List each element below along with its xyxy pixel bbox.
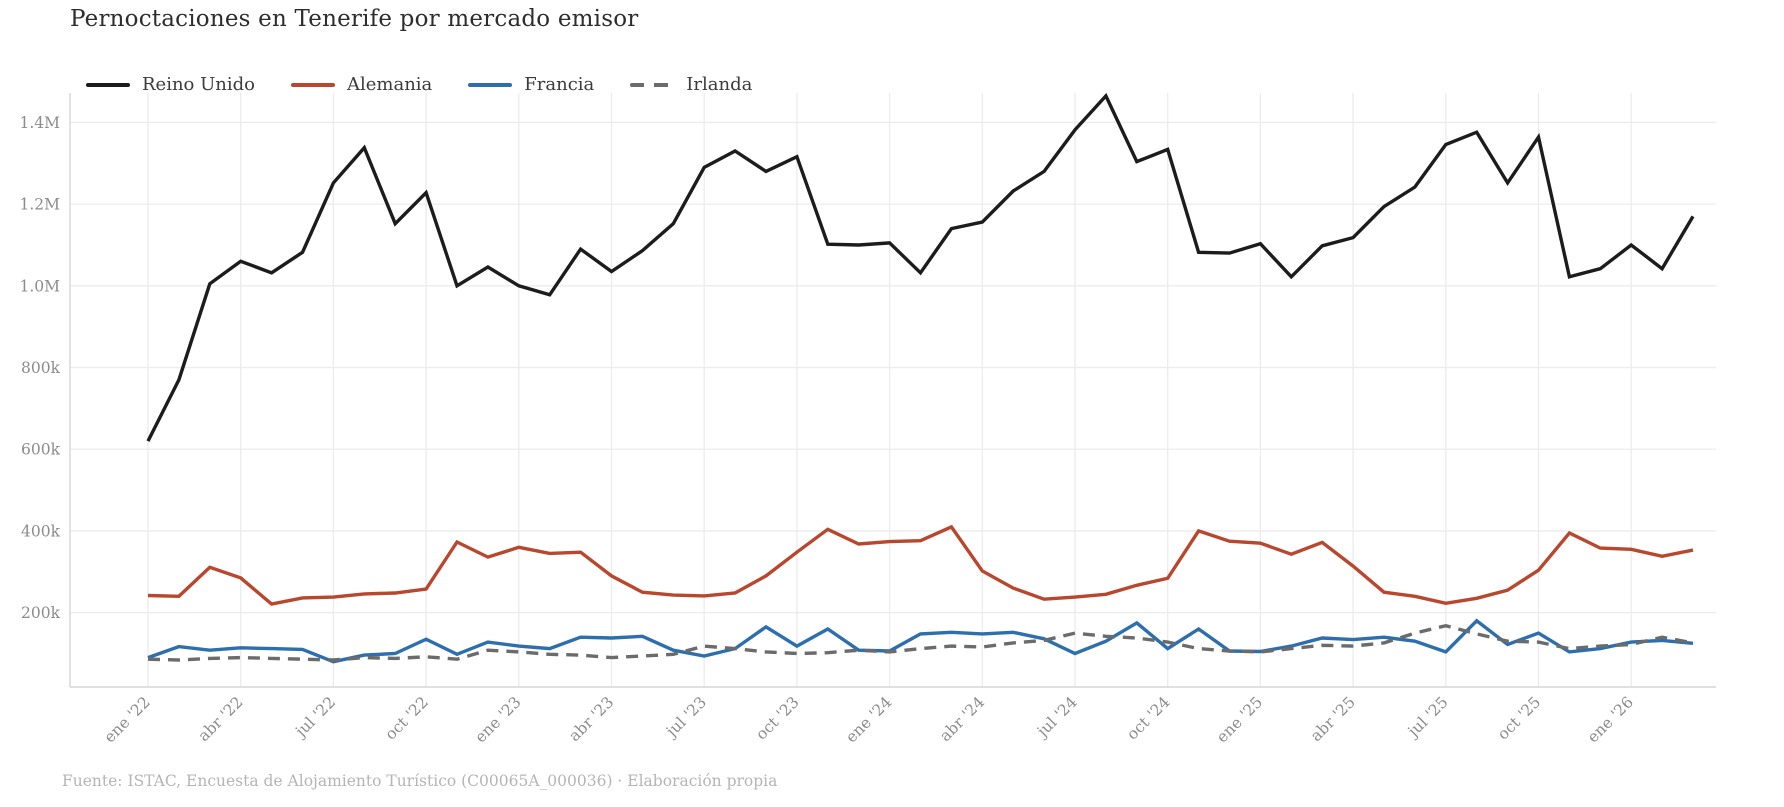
x-tick-label: ene '25 bbox=[1213, 693, 1266, 746]
legend-item-alemania[interactable]: Alemania bbox=[291, 74, 432, 95]
legend-swatch-alemania bbox=[291, 82, 335, 87]
x-tick-label: abr '25 bbox=[1307, 693, 1359, 745]
legend: Reino Unido Alemania Francia Irlanda bbox=[86, 74, 752, 95]
y-tick-label: 800k bbox=[21, 359, 61, 377]
legend-label-francia: Francia bbox=[524, 74, 595, 95]
legend-swatch-francia bbox=[468, 82, 513, 87]
legend-swatch-reino-unido bbox=[86, 82, 130, 87]
y-tick-label: 200k bbox=[21, 604, 61, 622]
legend-item-irlanda[interactable]: Irlanda bbox=[630, 74, 752, 95]
x-tick-label: ene '23 bbox=[471, 693, 524, 746]
chart-title: Pernoctaciones en Tenerife por mercado e… bbox=[70, 6, 639, 32]
source-note: Fuente: ISTAC, Encuesta de Alojamiento T… bbox=[62, 772, 778, 790]
y-tick-label: 1.0M bbox=[19, 277, 60, 295]
x-tick-label: jul '23 bbox=[661, 693, 710, 742]
legend-label-alemania: Alemania bbox=[347, 74, 433, 95]
legend-item-reino-unido[interactable]: Reino Unido bbox=[86, 74, 255, 95]
x-tick-label: oct '22 bbox=[382, 693, 432, 743]
x-tick-label: jul '25 bbox=[1403, 693, 1452, 742]
y-tick-label: 1.2M bbox=[19, 196, 60, 214]
series-line-alemania bbox=[147, 524, 1694, 606]
x-tick-label: abr '23 bbox=[565, 693, 617, 745]
x-tick-label: jul '22 bbox=[291, 693, 340, 742]
x-tick-label: oct '24 bbox=[1123, 693, 1173, 743]
series-line-francia bbox=[147, 618, 1694, 664]
x-tick-label: ene '24 bbox=[842, 693, 895, 746]
x-tick-label: abr '22 bbox=[195, 693, 247, 745]
x-tick-label: oct '23 bbox=[752, 693, 802, 743]
legend-item-francia[interactable]: Francia bbox=[468, 74, 594, 95]
x-tick-label: abr '24 bbox=[936, 693, 988, 745]
legend-label-irlanda: Irlanda bbox=[686, 74, 753, 95]
x-tick-label: ene '26 bbox=[1584, 693, 1637, 746]
legend-swatch-irlanda bbox=[630, 82, 675, 87]
x-tick-label: ene '22 bbox=[101, 693, 154, 746]
x-tick-label: oct '25 bbox=[1494, 693, 1544, 743]
y-tick-label: 400k bbox=[21, 522, 61, 540]
legend-label-reino-unido: Reino Unido bbox=[142, 74, 255, 95]
x-tick-label: jul '24 bbox=[1032, 693, 1081, 742]
y-tick-label: 1.4M bbox=[19, 114, 60, 132]
series-line-reino-unido bbox=[146, 92, 1695, 442]
y-tick-label: 600k bbox=[21, 441, 61, 459]
